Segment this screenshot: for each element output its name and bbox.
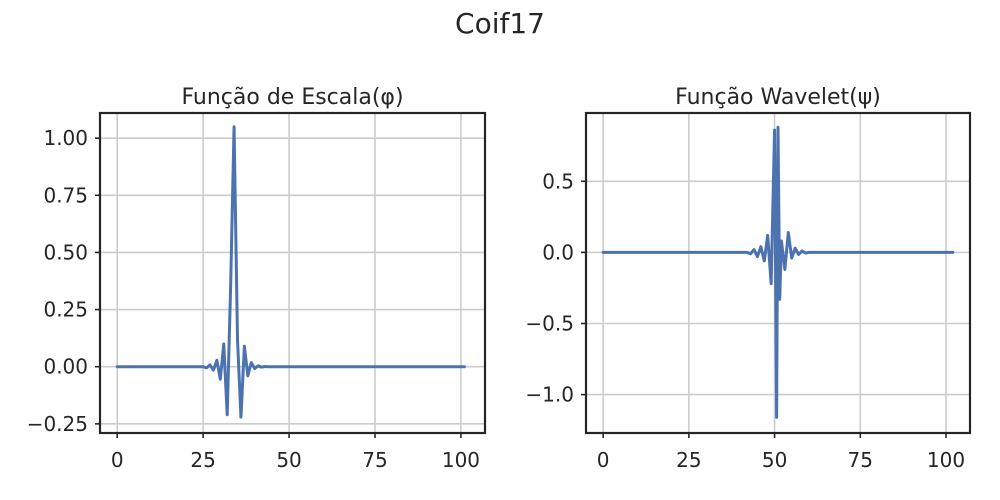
y-tick-label: −1.0 bbox=[525, 383, 574, 407]
wavelet-function-title: Função Wavelet(ψ) bbox=[675, 85, 881, 110]
y-tick-label: 0.50 bbox=[43, 240, 88, 264]
x-tick-label: 0 bbox=[597, 448, 610, 472]
y-tick-label: 0.5 bbox=[542, 169, 574, 193]
y-tick-label: −0.5 bbox=[525, 311, 574, 335]
y-axis: −1.0 −0.5 0.0 0.5 bbox=[525, 169, 586, 407]
y-tick-label: 0.0 bbox=[542, 240, 574, 264]
y-axis: −0.25 0.00 0.25 0.50 0.75 1.00 bbox=[27, 126, 100, 436]
x-axis: 0 25 50 75 100 bbox=[111, 433, 480, 472]
x-tick-label: 0 bbox=[111, 448, 124, 472]
axes-frame bbox=[584, 111, 972, 435]
wavelet-function-line bbox=[601, 125, 955, 419]
y-tick-label: 1.00 bbox=[43, 126, 88, 150]
figure-title: Coif17 bbox=[455, 7, 545, 40]
y-tick-label: 0.25 bbox=[43, 298, 88, 322]
x-tick-label: 50 bbox=[276, 448, 301, 472]
x-axis: 0 25 50 75 100 bbox=[597, 433, 965, 472]
scaling-function-title: Função de Escala(φ) bbox=[181, 85, 403, 110]
wavelet-function-plot: Função Wavelet(ψ) 0 25 50 75 100 −1.0 −0.5 0.0… bbox=[525, 85, 972, 472]
grid bbox=[100, 113, 485, 433]
y-tick-label: 0.75 bbox=[43, 183, 88, 207]
x-tick-label: 100 bbox=[927, 448, 965, 472]
y-tick-label: 0.00 bbox=[43, 355, 88, 379]
axes-frame bbox=[98, 111, 487, 435]
x-tick-label: 75 bbox=[362, 448, 387, 472]
x-tick-label: 75 bbox=[848, 448, 873, 472]
scaling-function-line bbox=[115, 125, 466, 419]
x-tick-label: 25 bbox=[190, 448, 215, 472]
x-tick-label: 25 bbox=[676, 448, 701, 472]
x-tick-label: 50 bbox=[762, 448, 787, 472]
y-tick-label: −0.25 bbox=[27, 412, 88, 436]
scaling-function-plot: Função de Escala(φ) 0 25 50 75 100 −0.25 0.00… bbox=[27, 85, 487, 472]
x-tick-label: 100 bbox=[442, 448, 480, 472]
